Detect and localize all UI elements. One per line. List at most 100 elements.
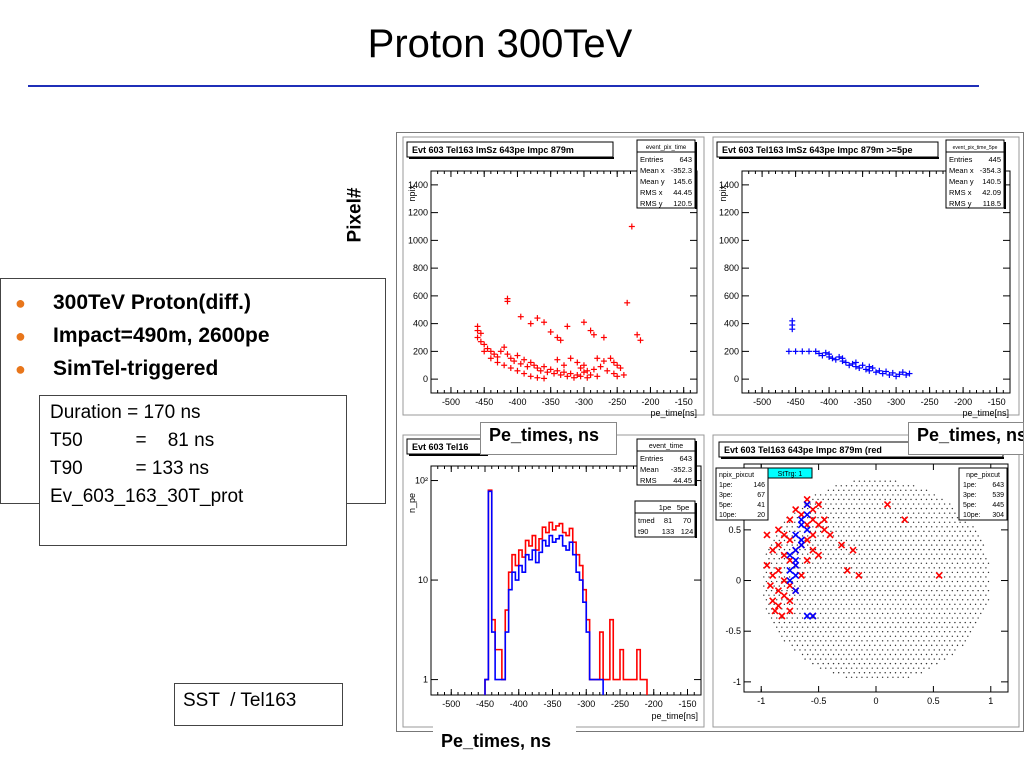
camera-pixel-dot — [905, 608, 907, 610]
camera-pixel-dot — [959, 631, 961, 633]
camera-pixel-dot — [964, 585, 966, 587]
camera-hit-red — [792, 506, 800, 514]
camera-pixel-dot — [897, 585, 899, 587]
camera-pixel-dot — [956, 553, 959, 555]
camera-pixel-dot — [856, 512, 858, 514]
camera-pixel-dot — [918, 649, 920, 651]
camera-pixel-dot — [910, 599, 912, 601]
data-point-red — [501, 344, 508, 351]
camera-pixel-dot — [837, 599, 840, 601]
camera-pixel-dot — [866, 485, 868, 487]
camera-pixel-dot — [848, 562, 850, 565]
camera-pixel-dot — [920, 644, 923, 647]
camera-pixel-dot — [843, 526, 845, 528]
stats-top-left-value: 120.5 — [673, 199, 692, 208]
data-point-red — [521, 370, 528, 377]
camera-pixel-dot — [902, 612, 904, 615]
camera-pixel-dot — [933, 649, 935, 651]
camera-pixel-dot — [848, 599, 850, 601]
camera-pixel-dot — [804, 576, 806, 578]
camera-pixel-dot — [796, 626, 799, 628]
camera-pixel-dot — [936, 589, 938, 592]
camera-pixel-dot — [907, 503, 910, 505]
camera-pixel-dot — [949, 539, 951, 542]
camera-pixel-dot — [845, 667, 848, 669]
data-point-blue — [846, 362, 853, 369]
camera-pixel-dot — [964, 548, 966, 551]
camera-pixel-dot — [868, 507, 871, 510]
camera-pixel-dot — [930, 635, 933, 637]
stats-top-right-key: RMS x — [949, 188, 972, 197]
camera-pixel-dot — [941, 517, 943, 519]
camera-pixel-dot — [822, 644, 824, 647]
data-point-blue — [839, 355, 846, 362]
camera-pixel-dot — [918, 512, 920, 514]
hit-stroke — [797, 571, 805, 580]
camera-pixel-dot — [799, 603, 801, 606]
hit-stroke — [803, 536, 811, 544]
camera-pixel-dot — [964, 631, 966, 633]
camera-pixel-dot — [866, 576, 868, 578]
camera-pixel-dot — [946, 626, 948, 628]
camera-pixel-dot — [807, 635, 809, 637]
hit-stroke — [820, 526, 828, 534]
camera-pixel-dot — [946, 517, 948, 519]
camera-pixel-dot — [830, 594, 832, 596]
data-point-red — [570, 374, 577, 381]
camera-pixel-dot — [980, 548, 982, 551]
camera-pixel-dot — [868, 635, 871, 637]
camera-pixel-dot — [837, 589, 840, 592]
camera-pixel-dot — [912, 494, 915, 496]
data-point-blue — [893, 373, 900, 380]
camera-pixel-dot — [977, 553, 979, 555]
camera-pixel-dot — [796, 635, 799, 637]
camera-hit-red — [780, 576, 788, 585]
camera-pixel-dot — [933, 603, 935, 606]
camera-pixel-dot — [868, 544, 871, 546]
camera-pixel-dot — [804, 603, 806, 606]
camera-pixel-dot — [863, 662, 866, 665]
camera-pixel-dot — [881, 612, 884, 615]
camera-pixel-dot — [853, 635, 855, 637]
camera-pixel-dot — [809, 548, 811, 551]
data-point-red — [604, 367, 611, 374]
camera-pixel-dot — [905, 489, 907, 492]
camera-pixel-dot — [773, 539, 775, 542]
camera-pixel-dot — [943, 594, 946, 596]
camera-pixel-dot — [902, 530, 904, 533]
hit-stroke — [786, 551, 794, 559]
camera-pixel-dot — [925, 526, 928, 528]
data-point-blue — [862, 366, 869, 373]
camera-pixel-dot — [938, 603, 941, 606]
data-point-red — [580, 362, 587, 369]
camera-pixel-dot — [788, 631, 791, 633]
camera-pixel-dot — [959, 539, 961, 542]
camera-pixel-dot — [879, 644, 881, 647]
camera-pixel-dot — [819, 594, 822, 596]
camera-pixel-dot — [938, 512, 941, 514]
camera-pixel-dot — [863, 608, 866, 610]
camera-pixel-dot — [889, 635, 892, 637]
camera-pixel-dot — [938, 539, 941, 542]
camera-pixel-dot — [887, 530, 889, 533]
camera-pixel-dot — [871, 576, 873, 578]
camera-pixel-dot — [832, 571, 835, 574]
stats-top-left-value: 643 — [679, 155, 692, 164]
x-tick-label: -300 — [575, 397, 593, 407]
camera-pixel-dot — [781, 635, 783, 637]
camera-pixel-dot — [794, 649, 796, 651]
camera-pixel-dot — [822, 589, 824, 592]
camera-pixel-dot — [848, 644, 850, 647]
camera-pixel-dot — [956, 562, 959, 565]
camera-pixel-dot — [936, 498, 938, 501]
camera-hit-red — [855, 571, 863, 580]
camera-hit-red — [815, 500, 823, 509]
x-tick-label: 1 — [988, 696, 993, 706]
camera-pixel-dot — [884, 507, 886, 510]
camera-pixel-dot — [879, 580, 881, 583]
camera-pixel-dot — [969, 594, 972, 596]
data-point-red — [494, 359, 501, 366]
camera-pixel-dot — [832, 562, 835, 565]
camera-pixel-dot — [840, 667, 842, 669]
data-point-red — [487, 355, 494, 362]
